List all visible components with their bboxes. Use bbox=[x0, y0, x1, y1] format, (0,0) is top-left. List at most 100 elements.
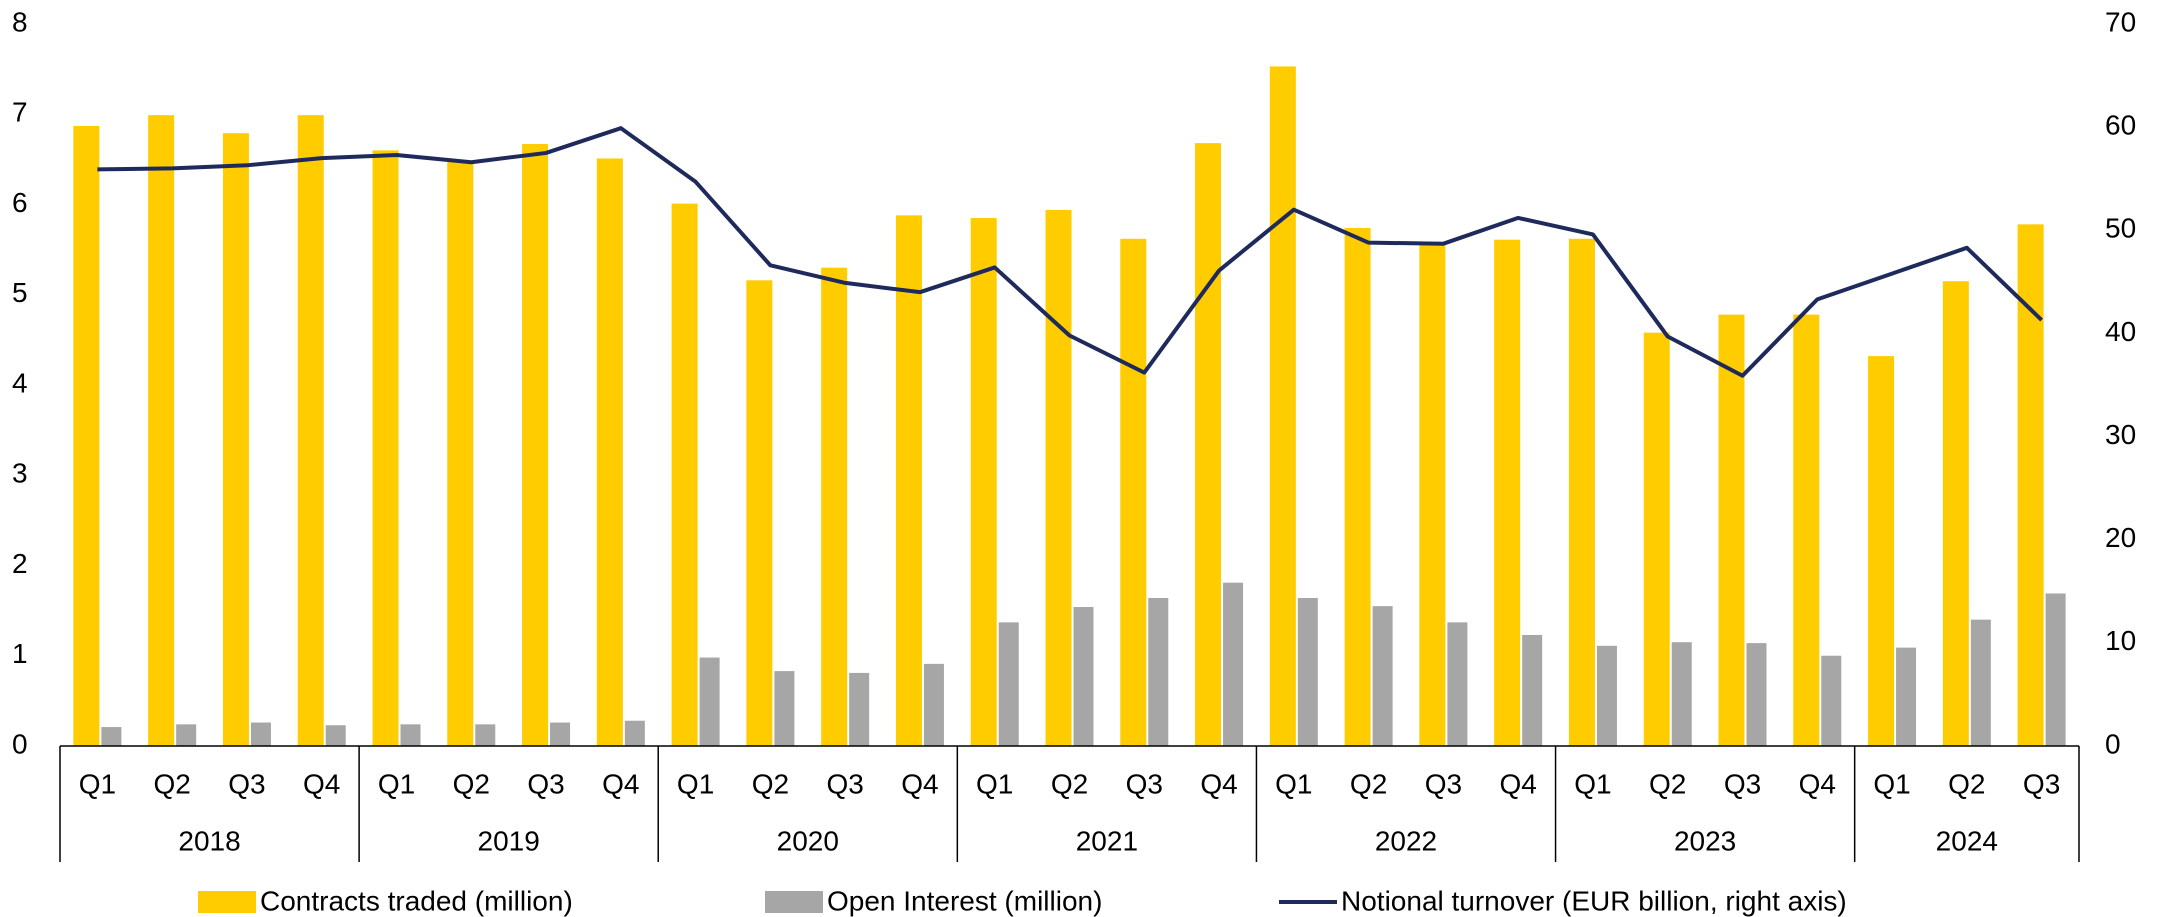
legend-label: Open Interest (million) bbox=[827, 885, 1102, 916]
bar bbox=[1868, 356, 1895, 746]
bar bbox=[1671, 642, 1692, 746]
bar bbox=[699, 657, 720, 746]
y2-tick-label: 0 bbox=[2105, 728, 2121, 759]
bar bbox=[1372, 606, 1393, 746]
bar bbox=[325, 725, 346, 746]
bar bbox=[1643, 332, 1670, 746]
bar bbox=[1942, 281, 1969, 746]
y2-tick-label: 50 bbox=[2105, 213, 2136, 244]
x-tick-label: Q4 bbox=[1799, 768, 1836, 799]
y-tick-label: 7 bbox=[12, 97, 28, 128]
bar bbox=[1195, 143, 1222, 746]
bar bbox=[671, 203, 698, 746]
bar bbox=[73, 125, 100, 747]
bar bbox=[624, 720, 645, 746]
y2-tick-label: 20 bbox=[2105, 522, 2136, 553]
x-group-label: 2022 bbox=[1375, 825, 1437, 856]
bar bbox=[1896, 647, 1917, 746]
bar bbox=[746, 280, 773, 746]
x-tick-label: Q4 bbox=[901, 768, 938, 799]
legend-swatch bbox=[765, 891, 823, 913]
line bbox=[97, 126, 2043, 378]
x-tick-label: Q1 bbox=[1574, 768, 1611, 799]
bar bbox=[774, 671, 795, 746]
y-tick-label: 1 bbox=[12, 638, 28, 669]
x-group-label: 2019 bbox=[478, 825, 540, 856]
bar bbox=[372, 150, 399, 747]
x-group-label: 2023 bbox=[1674, 825, 1736, 856]
x-tick-label: Q4 bbox=[602, 768, 639, 799]
legend-swatch bbox=[198, 891, 256, 913]
bar bbox=[475, 724, 496, 746]
bar bbox=[849, 672, 870, 746]
x-tick-label: Q2 bbox=[153, 768, 190, 799]
bar bbox=[1970, 619, 1991, 746]
y-tick-label: 3 bbox=[12, 458, 28, 489]
y-tick-label: 6 bbox=[12, 187, 28, 218]
bar bbox=[998, 622, 1019, 746]
bar bbox=[1718, 314, 1745, 746]
x-tick-label: Q1 bbox=[677, 768, 714, 799]
x-tick-label: Q2 bbox=[453, 768, 490, 799]
bar bbox=[176, 724, 197, 746]
y2-tick-label: 60 bbox=[2105, 110, 2136, 141]
bar bbox=[1419, 244, 1446, 746]
bar bbox=[1568, 238, 1595, 747]
bar bbox=[1297, 597, 1318, 746]
x-tick-label: Q1 bbox=[1275, 768, 1312, 799]
bar bbox=[2045, 593, 2066, 746]
bar bbox=[923, 663, 944, 746]
y-tick-label: 2 bbox=[12, 548, 28, 579]
x-tick-label: Q2 bbox=[1948, 768, 1985, 799]
x-tick-label: Q2 bbox=[1649, 768, 1686, 799]
x-tick-label: Q1 bbox=[79, 768, 116, 799]
bar bbox=[222, 133, 249, 746]
bar bbox=[1522, 634, 1543, 746]
legend-label: Contracts traded (million) bbox=[260, 885, 573, 916]
bar bbox=[1148, 597, 1169, 746]
bar bbox=[550, 722, 571, 746]
x-tick-label: Q3 bbox=[1126, 768, 1163, 799]
bar bbox=[1746, 643, 1767, 746]
x-tick-label: Q1 bbox=[378, 768, 415, 799]
x-tick-label: Q1 bbox=[1873, 768, 1910, 799]
y-tick-label: 8 bbox=[12, 6, 28, 37]
legend-label: Notional turnover (EUR billion, right ax… bbox=[1341, 885, 1847, 916]
x-tick-label: Q2 bbox=[1350, 768, 1387, 799]
x-group-label: 2024 bbox=[1936, 825, 1998, 856]
y2-tick-label: 70 bbox=[2105, 6, 2136, 37]
bar bbox=[522, 144, 549, 747]
y-tick-label: 0 bbox=[12, 728, 28, 759]
x-group-label: 2021 bbox=[1076, 825, 1138, 856]
bar bbox=[400, 724, 421, 746]
x-group-label: 2018 bbox=[178, 825, 240, 856]
x-tick-label: Q3 bbox=[826, 768, 863, 799]
x-tick-label: Q4 bbox=[1200, 768, 1237, 799]
x-tick-label: Q1 bbox=[976, 768, 1013, 799]
bar bbox=[1793, 314, 1820, 746]
bar bbox=[148, 115, 175, 747]
x-tick-label: Q3 bbox=[1425, 768, 1462, 799]
bar bbox=[895, 215, 922, 746]
y2-tick-label: 40 bbox=[2105, 316, 2136, 347]
bar bbox=[447, 162, 474, 746]
bar bbox=[1596, 645, 1617, 746]
y-tick-label: 5 bbox=[12, 277, 28, 308]
x-tick-label: Q3 bbox=[228, 768, 265, 799]
bar bbox=[1447, 622, 1468, 746]
bar bbox=[1821, 655, 1842, 746]
x-tick-label: Q2 bbox=[1051, 768, 1088, 799]
x-tick-label: Q3 bbox=[1724, 768, 1761, 799]
bar bbox=[1120, 238, 1147, 747]
x-tick-label: Q2 bbox=[752, 768, 789, 799]
x-group-label: 2020 bbox=[777, 825, 839, 856]
bar bbox=[1223, 582, 1244, 746]
bar bbox=[297, 115, 324, 747]
y2-tick-label: 30 bbox=[2105, 419, 2136, 450]
bar bbox=[821, 267, 848, 746]
bar bbox=[596, 158, 623, 746]
bar bbox=[970, 218, 997, 747]
y2-tick-label: 10 bbox=[2105, 625, 2136, 656]
bar bbox=[1269, 66, 1296, 747]
x-tick-label: Q4 bbox=[1499, 768, 1536, 799]
